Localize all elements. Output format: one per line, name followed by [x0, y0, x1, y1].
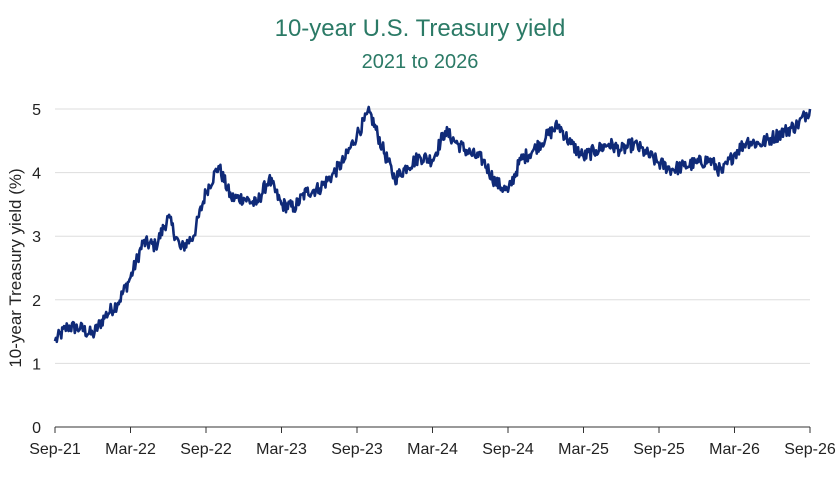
- y-tick-label: 3: [32, 229, 41, 246]
- x-tick-label: Mar-26: [709, 441, 760, 458]
- y-tick-label: 4: [32, 166, 41, 183]
- x-tick-label: Sep-26: [784, 441, 836, 458]
- grid-lines: [55, 108, 810, 364]
- x-tick-label: Sep-24: [482, 441, 534, 458]
- y-tick-label: 0: [32, 420, 41, 437]
- x-tick-label: Sep-25: [633, 441, 685, 458]
- x-tick-label: Sep-22: [180, 441, 232, 458]
- x-tick-labels: Sep-21 Mar-22 Sep-22 Mar-23 Sep-23 Mar-24 Sep-…: [29, 427, 836, 458]
- x-tick-label: Sep-23: [331, 441, 383, 458]
- series-line-treasury-yield: [53, 105, 812, 344]
- y-tick-label: 5: [32, 102, 41, 119]
- x-tick-label: Mar-22: [105, 441, 156, 458]
- chart-subtitle: 2021 to 2026: [362, 51, 479, 73]
- y-tick-label: 1: [32, 356, 41, 373]
- chart-title: 10-year U.S. Treasury yield: [275, 15, 566, 42]
- y-tick-label: 2: [32, 293, 41, 310]
- x-tick-label: Mar-25: [558, 441, 609, 458]
- x-tick-label: Mar-23: [256, 441, 307, 458]
- y-axis-label: 10-year Treasury yield (%): [6, 168, 25, 367]
- x-tick-label: Mar-24: [407, 441, 458, 458]
- x-tick-label: Sep-21: [29, 441, 81, 458]
- y-tick-labels: 0 1 2 3 4 5: [32, 102, 41, 437]
